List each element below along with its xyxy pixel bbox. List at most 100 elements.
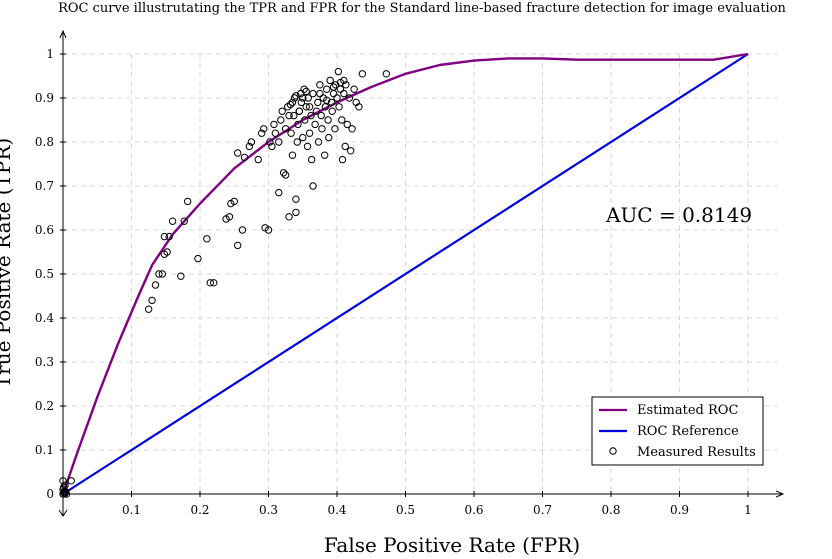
measured-result-point <box>301 116 309 124</box>
measured-result-point <box>163 248 171 256</box>
measured-result-point <box>331 81 340 89</box>
measured-result-point <box>325 133 333 142</box>
measured-result-point <box>285 213 293 221</box>
measured-result-point <box>336 85 345 93</box>
measured-result-point <box>297 98 306 107</box>
legend-label-estimated-roc: Estimated ROC <box>637 403 738 418</box>
measured-result-point <box>210 279 218 287</box>
measured-result-point <box>309 89 317 98</box>
measured-result-point <box>333 94 341 102</box>
measured-result-point <box>286 100 295 109</box>
measured-result-point <box>311 120 319 129</box>
legend-label-measured-results: Measured Results <box>637 445 756 460</box>
y-tick-label: 0.1 <box>35 443 54 457</box>
measured-result-point <box>358 70 367 78</box>
measured-result-point <box>323 96 331 104</box>
measured-result-point <box>335 103 343 111</box>
measured-result-point <box>257 129 266 137</box>
measured-result-point <box>295 107 304 115</box>
y-tick-label: 0.2 <box>35 399 54 413</box>
measured-result-point <box>307 111 315 120</box>
measured-result-point <box>160 232 169 241</box>
measured-result-point <box>230 197 238 206</box>
legend-label-roc-reference: ROC Reference <box>637 424 739 439</box>
x-tick-label: 0.2 <box>190 503 209 517</box>
roc-reference-line <box>62 53 749 495</box>
measured-result-point <box>247 138 256 146</box>
measured-result-point <box>285 111 293 120</box>
measured-result-point <box>266 138 274 146</box>
measured-result-point <box>299 94 307 102</box>
y-tick-label: 0.5 <box>35 267 54 281</box>
measured-result-point <box>341 142 349 151</box>
y-tick-label: 1 <box>46 47 54 61</box>
measured-result-point <box>271 129 280 137</box>
measured-result-point <box>318 125 326 133</box>
x-tick-label: 0.5 <box>396 503 415 517</box>
measured-result-point <box>59 477 67 485</box>
measured-result-point <box>307 155 316 164</box>
measured-result-point <box>281 171 290 179</box>
measured-result-point <box>300 85 308 93</box>
measured-result-point <box>270 120 278 129</box>
measured-result-point <box>340 76 348 85</box>
measured-result-point <box>168 217 177 225</box>
measured-result-point <box>324 116 332 124</box>
x-tick-label: 0.1 <box>122 503 141 517</box>
x-tick-label: 0.6 <box>464 503 483 517</box>
y-tick-label: 0.7 <box>35 179 54 193</box>
measured-result-point <box>317 111 325 120</box>
measured-result-point <box>304 94 312 102</box>
chart-title: ROC curve illustrutating the TPR and FPR… <box>58 1 786 16</box>
legend-swatch-measured-results <box>609 447 617 455</box>
measured-result-point <box>292 92 300 100</box>
measured-result-point <box>203 235 211 243</box>
measured-result-point <box>275 138 283 146</box>
measured-result-point <box>277 116 285 124</box>
measured-result-point <box>305 129 314 137</box>
measured-result-point <box>303 142 312 151</box>
measured-result-point <box>302 103 310 111</box>
measured-result-point <box>288 98 297 107</box>
measured-result-point <box>290 111 298 120</box>
measured-result-point <box>279 169 288 177</box>
measured-result-point <box>323 85 331 93</box>
estimated-roc-line <box>61 52 749 495</box>
x-tick-label: 0.4 <box>327 503 346 517</box>
measured-result-point <box>294 120 302 129</box>
measured-result-point <box>316 89 324 98</box>
measured-result-point <box>238 226 247 234</box>
measured-result-point <box>312 107 321 115</box>
x-axis-title: False Positive Rate (FPR) <box>324 533 580 557</box>
y-tick-label: 0.4 <box>35 311 54 325</box>
measured-result-point <box>148 296 156 305</box>
measured-result-point <box>233 149 242 157</box>
measured-result-point <box>287 129 295 137</box>
measured-result-point <box>194 254 202 263</box>
x-tick-label: 0.3 <box>259 503 278 517</box>
x-tick-label: 0.9 <box>670 503 689 517</box>
measured-result-point <box>180 217 188 225</box>
measured-result-point <box>338 155 347 164</box>
measured-result-point <box>158 270 167 278</box>
measured-result-point <box>293 138 301 146</box>
measured-result-point <box>254 155 262 164</box>
measured-result-point <box>302 87 310 96</box>
measured-result-point <box>355 103 363 111</box>
y-tick-label: 0.9 <box>35 91 54 105</box>
measured-result-point <box>61 481 69 489</box>
measured-result-point <box>245 142 254 151</box>
measured-result-point <box>320 151 329 159</box>
measured-result-point <box>165 232 173 241</box>
measured-result-point <box>278 107 286 115</box>
x-tick-label: 0.8 <box>601 503 620 517</box>
measured-result-point <box>233 241 242 250</box>
measured-result-point <box>340 89 348 98</box>
measured-result-point <box>206 279 214 287</box>
series-layer <box>59 52 749 498</box>
measured-result-point <box>327 98 336 107</box>
x-tick-label: 0.7 <box>533 503 552 517</box>
measured-result-point <box>328 107 336 115</box>
measured-result-point <box>343 120 351 129</box>
